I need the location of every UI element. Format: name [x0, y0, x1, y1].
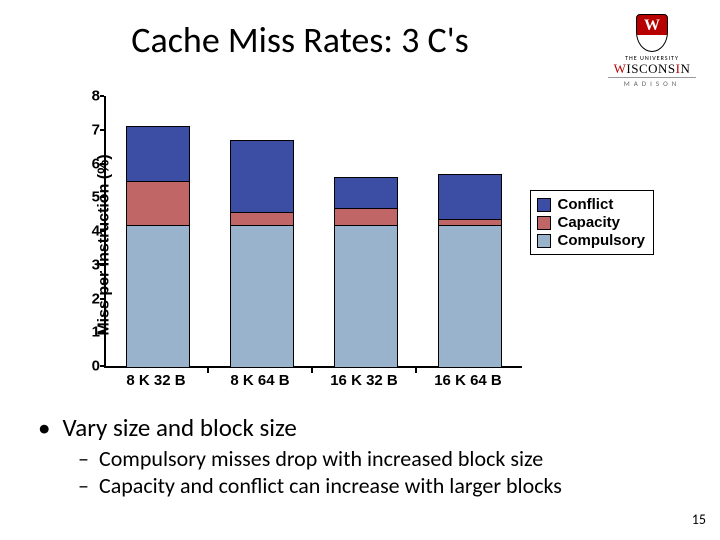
logo-main-text: WISCONSIN — [608, 62, 696, 75]
x-tick-label: 8 K 32 B — [106, 372, 206, 389]
bar-segment-conflict — [127, 127, 189, 181]
crest-icon — [636, 14, 668, 52]
page-number: 15 — [692, 511, 706, 528]
y-tick-mark — [100, 298, 104, 300]
bar-segment-capacity — [127, 181, 189, 225]
y-tick-label: 4 — [80, 223, 100, 240]
wisconsin-logo: THE UNIVERSITY WISCONSIN MADISON — [608, 14, 696, 88]
chart: Miss per Instruction (%) 012345678 8 K 3… — [70, 90, 650, 400]
slide: Cache Miss Rates: 3 C's THE UNIVERSITY W… — [0, 0, 720, 540]
x-tick-label: 16 K 32 B — [314, 372, 414, 389]
legend-item-capacity: Capacity — [537, 214, 645, 231]
legend-label: Capacity — [557, 214, 620, 231]
bar-segment-compulsory — [439, 225, 501, 367]
x-tick-mark — [415, 368, 417, 373]
y-tick-mark — [100, 230, 104, 232]
bar-segment-compulsory — [231, 225, 293, 367]
y-tick-label: 5 — [80, 189, 100, 206]
y-tick-mark — [100, 129, 104, 131]
y-tick-label: 0 — [80, 358, 100, 375]
slide-title: Cache Miss Rates: 3 C's — [0, 18, 600, 62]
y-tick-label: 8 — [80, 88, 100, 105]
y-tick-mark — [100, 264, 104, 266]
y-tick-label: 2 — [80, 290, 100, 307]
legend-label: Compulsory — [557, 232, 645, 249]
bar — [230, 140, 294, 366]
legend-swatch — [537, 216, 551, 230]
bar-segment-compulsory — [335, 225, 397, 367]
bar-segment-conflict — [335, 178, 397, 208]
legend-item-compulsory: Compulsory — [537, 232, 645, 249]
x-tick-mark — [311, 368, 313, 373]
bar-segment-conflict — [439, 175, 501, 219]
logo-sub-text: MADISON — [608, 77, 696, 88]
x-tick-label: 8 K 64 B — [210, 372, 310, 389]
bar — [126, 126, 190, 366]
y-tick-mark — [100, 95, 104, 97]
bar-segment-compulsory — [127, 225, 189, 367]
y-tick-label: 3 — [80, 256, 100, 273]
x-tick-label: 16 K 64 B — [418, 372, 518, 389]
legend-swatch — [537, 198, 551, 212]
legend-swatch — [537, 234, 551, 248]
legend-item-conflict: Conflict — [537, 196, 645, 213]
bullet-level1: Vary size and block size — [38, 412, 670, 443]
plot-area — [104, 96, 522, 368]
y-tick-mark — [100, 365, 104, 367]
y-tick-mark — [100, 331, 104, 333]
bar-segment-capacity — [335, 208, 397, 225]
legend: Conflict Capacity Compulsory — [530, 190, 654, 255]
bar — [438, 174, 502, 366]
bullet-level2: Compulsory misses drop with increased bl… — [78, 445, 670, 472]
x-tick-mark — [207, 368, 209, 373]
bar-segment-capacity — [439, 219, 501, 226]
y-tick-label: 6 — [80, 155, 100, 172]
y-tick-label: 7 — [80, 121, 100, 138]
y-tick-mark — [100, 196, 104, 198]
bar-segment-capacity — [231, 212, 293, 226]
bullet-level2: Capacity and conflict can increase with … — [78, 472, 670, 499]
y-tick-label: 1 — [80, 324, 100, 341]
bar-segment-conflict — [231, 141, 293, 212]
bullet-list: Vary size and block size Compulsory miss… — [38, 412, 670, 499]
legend-label: Conflict — [557, 196, 613, 213]
y-tick-mark — [100, 163, 104, 165]
bar — [334, 177, 398, 366]
